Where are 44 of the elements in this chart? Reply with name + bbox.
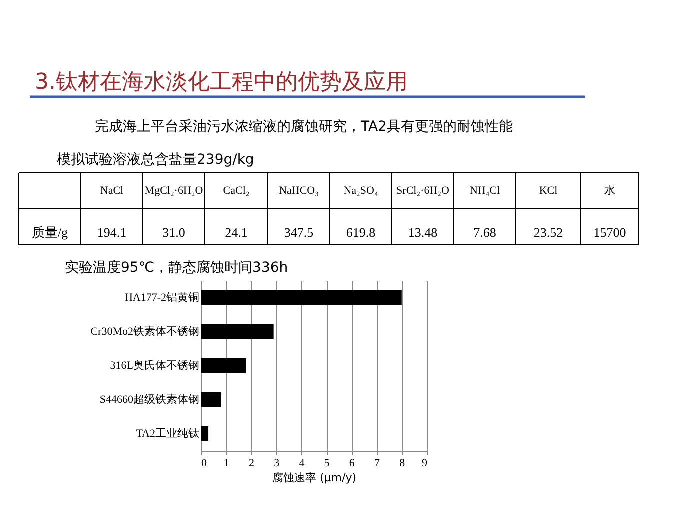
y-tick-label: S44660超级铁素体钢 bbox=[100, 393, 200, 406]
text: KCl bbox=[539, 185, 558, 197]
y-tick-label: Cr30Mo2铁素体不锈钢 bbox=[90, 325, 200, 338]
text: 194.1 bbox=[97, 225, 127, 240]
bar bbox=[201, 290, 402, 306]
x-tick-label: 3 bbox=[274, 458, 280, 470]
bar bbox=[201, 426, 209, 442]
text: SrCl₂·6H₂O bbox=[396, 185, 450, 197]
text: 619.8 bbox=[346, 225, 376, 240]
bar bbox=[201, 358, 246, 374]
x-tick-label: 4 bbox=[299, 458, 306, 470]
text: NaHCO₃ bbox=[279, 185, 320, 197]
text: 347.5 bbox=[284, 225, 314, 240]
text: 23.52 bbox=[534, 225, 564, 240]
text: 24.1 bbox=[225, 225, 248, 240]
y-tick-label: HA177-2铝黄铜 bbox=[124, 291, 200, 304]
x-tick-label: 1 bbox=[224, 458, 230, 470]
text: NaCl bbox=[100, 185, 124, 197]
text: CaCl₂ bbox=[223, 185, 250, 197]
x-axis-title: 腐蚀速率 (μm/y) bbox=[272, 472, 357, 484]
bar bbox=[201, 392, 222, 408]
y-tick-label: 316L奥氏体不锈钢 bbox=[110, 359, 200, 372]
x-tick-label: 8 bbox=[400, 458, 406, 470]
text: 水 bbox=[604, 184, 616, 197]
text: NH₄Cl bbox=[470, 185, 500, 197]
chart-subtitle: 完成海上平台采油污水浓缩液的腐蚀研究，TA2具有更强的耐蚀性能 bbox=[95, 119, 513, 135]
text: 模拟试验溶液总含盐量239g/kg bbox=[57, 152, 254, 168]
x-tick-label: 6 bbox=[349, 458, 356, 470]
bar bbox=[201, 324, 274, 340]
text: 质量/g bbox=[32, 225, 69, 240]
chart-title: 3.钛材在海水淡化工程中的优势及应用 bbox=[35, 70, 408, 95]
text: 15700 bbox=[594, 225, 626, 240]
text: 7.68 bbox=[474, 225, 496, 240]
x-tick-label: 7 bbox=[374, 458, 381, 470]
text: 31.0 bbox=[162, 225, 186, 240]
text: 实验温度95℃，静态腐蚀时间336h bbox=[65, 260, 288, 276]
text: 13.48 bbox=[408, 225, 438, 240]
x-tick-label: 9 bbox=[422, 458, 428, 470]
x-tick-label: 5 bbox=[324, 458, 330, 470]
y-tick-label: TA2工业纯钛 bbox=[136, 427, 200, 440]
x-tick-label: 0 bbox=[202, 458, 208, 470]
x-tick-label: 2 bbox=[248, 458, 254, 470]
text: MgCl₂·6H₂O bbox=[144, 185, 204, 197]
text: Na₂SO₄ bbox=[344, 185, 378, 197]
